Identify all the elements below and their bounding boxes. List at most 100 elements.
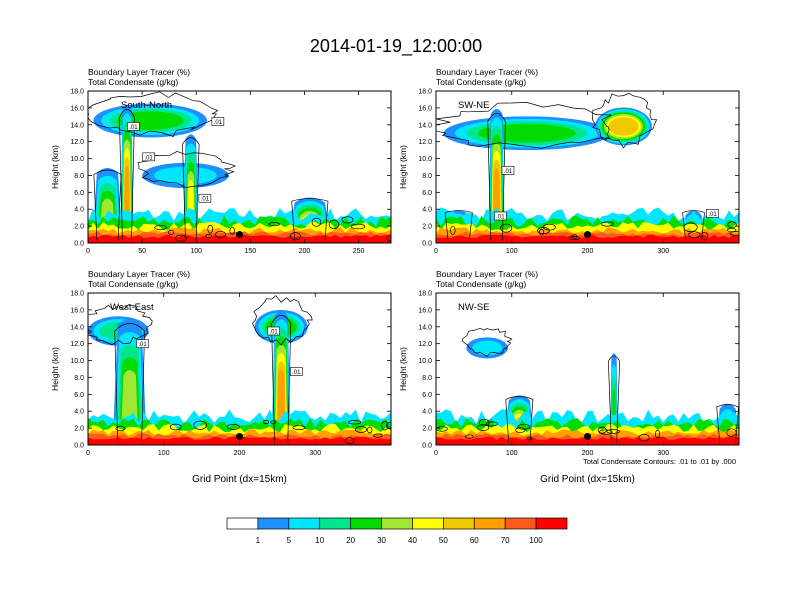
x-tick-label: 100 [158, 450, 170, 457]
contour-cell [597, 426, 607, 434]
contour-label: .01 [214, 120, 223, 126]
contour-cell [654, 429, 661, 439]
contour-line [252, 295, 313, 346]
contour-label-box [501, 166, 515, 175]
y-axis-label: Height (km) [50, 347, 60, 391]
y-tick-label: 10.0 [70, 358, 84, 365]
y-tick-label: 16.0 [418, 307, 432, 314]
contour-cell [638, 433, 650, 442]
contour-cell [311, 217, 322, 227]
colorbar-swatch [473, 517, 506, 530]
y-tick-label: 18.0 [418, 291, 432, 298]
y-tick-label: 12.0 [70, 139, 84, 146]
x-tick-label: 50 [138, 248, 146, 255]
panel-title-line1: Boundary Layer Tracer (%) [88, 269, 190, 279]
y-tick-label: 4.0 [422, 409, 432, 416]
contour-label-box [142, 152, 155, 162]
tracer-field [436, 91, 739, 243]
y-tick-label: 12.0 [418, 341, 432, 348]
contour-label: .01 [504, 169, 513, 175]
contour-cell [477, 424, 490, 432]
contour-line [114, 323, 145, 443]
contour-line [119, 108, 135, 241]
panel-title-line1: Boundary Layer Tracer (%) [88, 67, 190, 77]
y-tick-label: 14.0 [418, 324, 432, 331]
x-tick-label: 150 [244, 248, 256, 255]
x-tick-label: 250 [353, 248, 365, 255]
contour-cell [355, 426, 367, 433]
colorbar-swatch [319, 517, 351, 530]
colorbar-swatch [443, 517, 475, 530]
contour-cell [568, 236, 581, 241]
contour-label-box [198, 193, 212, 203]
y-tick-label: 8.0 [74, 173, 84, 180]
colorbar-label: 5 [287, 536, 292, 545]
y-tick-label: 2.0 [74, 224, 84, 231]
contour-cell [348, 419, 362, 425]
contour-cell [726, 228, 737, 233]
y-tick-label: 14.0 [70, 324, 84, 331]
colorbar-label: 1 [256, 536, 261, 545]
contour-cell [229, 227, 236, 235]
contour-cell [464, 434, 474, 439]
y-axis-label: Height (km) [398, 145, 408, 189]
panels-group: .01 .01 .01 .01 0.0 2.0 4.0 6.0 8.0 10.0 12.0 14.0 1… [50, 67, 740, 485]
colorbar-label: 50 [439, 536, 448, 545]
contour-cell [154, 225, 167, 230]
colorbar-label: 20 [346, 536, 355, 545]
y-tick-label: 14.0 [70, 122, 84, 129]
contour-note: Total Condensate Contours: .01 to .01 by… [583, 457, 736, 466]
contour-label: .01 [708, 212, 717, 218]
x-tick-label: 100 [506, 450, 518, 457]
contour-line [461, 327, 513, 357]
x-tick-label: 300 [309, 450, 321, 457]
x-tick-label: 300 [657, 450, 669, 457]
contour-line [608, 355, 621, 443]
contour-cell [729, 231, 739, 236]
tracer-field [88, 91, 391, 243]
contour-cell [169, 423, 182, 431]
contour-cell [215, 230, 226, 239]
contour-label: .01 [269, 330, 278, 336]
x-tick-label: 200 [582, 248, 594, 255]
x-tick-label: 0 [86, 248, 90, 255]
y-tick-label: 10.0 [418, 156, 432, 163]
figure-title: 2014-01-19_12:00:00 [310, 36, 482, 57]
y-tick-label: 0.0 [422, 443, 432, 450]
contour-label-box [706, 209, 719, 218]
y-tick-label: 8.0 [74, 375, 84, 382]
contour-cell [726, 428, 737, 437]
y-tick-label: 4.0 [74, 207, 84, 214]
contour-cell [517, 423, 530, 430]
y-tick-label: 0.0 [74, 443, 84, 450]
contour-cell [688, 231, 701, 239]
contour-cell [344, 437, 355, 445]
x-tick-label: 100 [506, 248, 518, 255]
panel-title-line2: Total Condensate (g/kg) [436, 279, 526, 289]
y-tick-label: 6.0 [422, 392, 432, 399]
panel-title-line2: Total Condensate (g/kg) [88, 77, 178, 87]
anvil-layer [472, 340, 503, 356]
colorbar-swatch [226, 517, 259, 530]
y-tick-label: 2.0 [422, 426, 432, 433]
x-tick-label: 200 [299, 248, 311, 255]
contour-cell [526, 436, 533, 441]
contour-cell [373, 433, 383, 438]
contour-cell [193, 420, 207, 430]
contour-label-box [267, 326, 280, 336]
contour-cell [537, 227, 550, 235]
contour-label-box [494, 211, 507, 221]
contour-cell [350, 223, 366, 230]
panel-title-line1: Boundary Layer Tracer (%) [436, 67, 538, 77]
contour-cell [115, 426, 126, 432]
contour-cell [515, 427, 526, 433]
contour-cell [606, 429, 620, 434]
colorbar-swatch [350, 517, 382, 530]
y-tick-label: 0.0 [74, 241, 84, 248]
contour-line [487, 112, 506, 241]
contour-label: .01 [201, 197, 210, 203]
panel-title-line2: Total Condensate (g/kg) [436, 77, 526, 87]
y-tick-label: 10.0 [70, 156, 84, 163]
y-axis-label: Height (km) [50, 145, 60, 189]
y-tick-label: 12.0 [70, 341, 84, 348]
